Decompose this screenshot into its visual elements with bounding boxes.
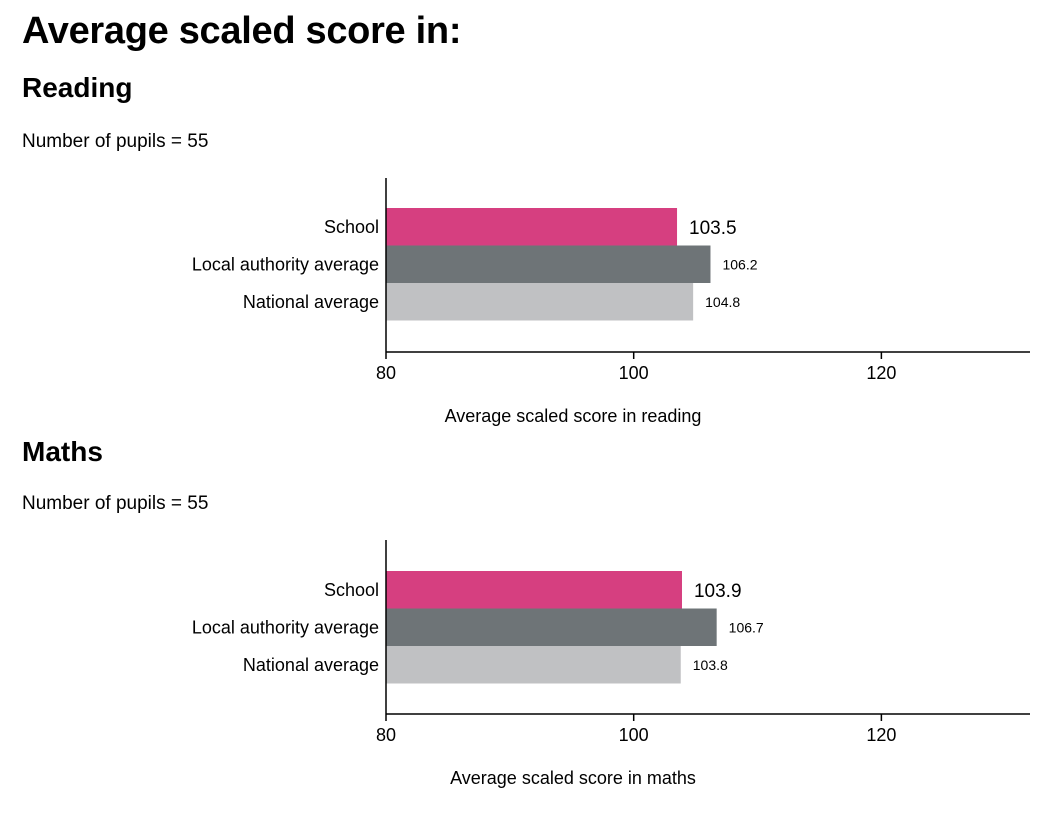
maths-pupils-count: Number of pupils = 55 bbox=[22, 493, 208, 515]
maths-bar-school bbox=[386, 571, 682, 609]
maths-x-tick-label: 80 bbox=[376, 725, 396, 745]
reading-category-label: School bbox=[324, 217, 379, 237]
reading-x-axis-title: Average scaled score in reading bbox=[444, 406, 702, 426]
maths-bar-local-authority-average bbox=[386, 608, 717, 646]
reading-x-tick-label: 100 bbox=[619, 363, 649, 383]
maths-value-label: 106.7 bbox=[729, 619, 764, 635]
maths-value-label: 103.8 bbox=[693, 657, 728, 673]
reading-pupils-value: 55 bbox=[187, 131, 209, 152]
maths-pupils-label: Number of pupils = bbox=[22, 493, 182, 514]
reading-bar-national-average bbox=[386, 283, 694, 321]
reading-value-label: 104.8 bbox=[705, 294, 740, 310]
reading-pupils-label: Number of pupils = bbox=[22, 131, 182, 152]
maths-section-title: Maths bbox=[22, 436, 103, 467]
reading-value-label: 106.2 bbox=[722, 256, 757, 272]
maths-x-tick-label: 100 bbox=[619, 725, 649, 745]
maths-category-label: Local authority average bbox=[192, 617, 379, 637]
maths-category-label: School bbox=[324, 580, 379, 600]
reading-value-label: 103.5 bbox=[689, 218, 737, 239]
maths-pupils-value: 55 bbox=[187, 493, 209, 514]
maths-category-label: National average bbox=[243, 655, 379, 675]
reading-pupils-count: Number of pupils = 55 bbox=[22, 131, 208, 153]
page-title: Average scaled score in: bbox=[22, 10, 462, 52]
reading-x-tick-label: 80 bbox=[376, 363, 396, 383]
reading-x-tick-label: 120 bbox=[866, 363, 896, 383]
maths-x-tick-label: 120 bbox=[866, 725, 896, 745]
maths-bar-national-average bbox=[386, 646, 681, 684]
reading-section-title: Reading bbox=[22, 72, 133, 103]
reading-bar-school bbox=[386, 208, 678, 246]
maths-x-axis-title: Average scaled score in maths bbox=[450, 768, 696, 788]
reading-category-label: Local authority average bbox=[192, 254, 379, 274]
reading-bar-local-authority-average bbox=[386, 245, 711, 283]
maths-value-label: 103.9 bbox=[694, 581, 742, 602]
reading-category-label: National average bbox=[243, 292, 379, 312]
